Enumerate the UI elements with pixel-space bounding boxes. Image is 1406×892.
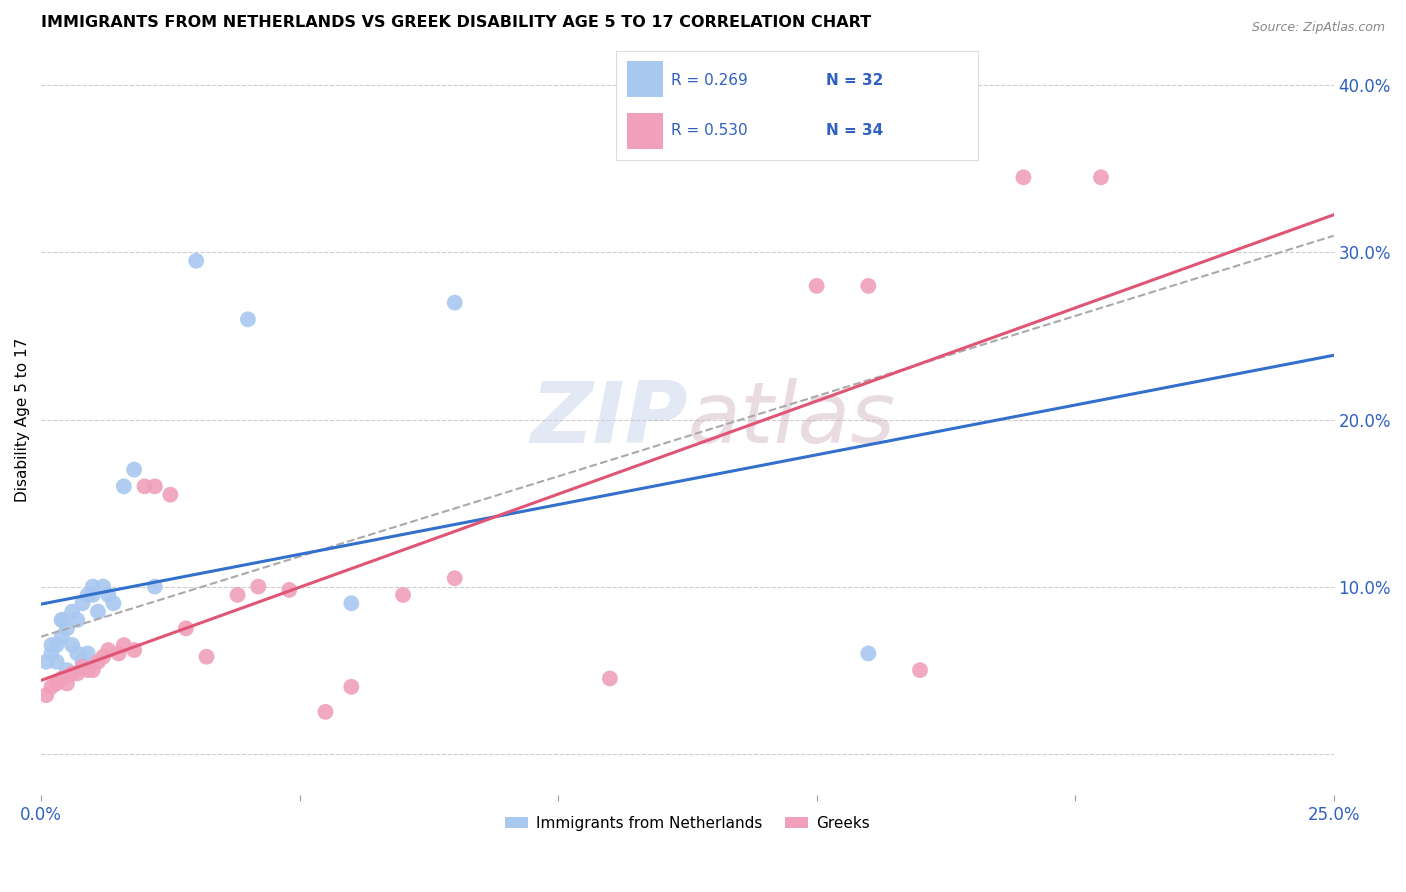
Point <box>806 279 828 293</box>
Text: ZIP: ZIP <box>530 378 688 461</box>
Point <box>45 655 67 669</box>
Point <box>41 647 63 661</box>
Point <box>103 596 125 610</box>
Point <box>122 463 145 477</box>
Point <box>41 638 63 652</box>
Point <box>72 596 94 610</box>
Point <box>340 680 363 694</box>
Point <box>247 580 270 594</box>
Point <box>97 643 120 657</box>
Point <box>1090 170 1112 185</box>
Point <box>56 663 79 677</box>
Point <box>72 659 94 673</box>
Point <box>314 705 336 719</box>
Text: IMMIGRANTS FROM NETHERLANDS VS GREEK DISABILITY AGE 5 TO 17 CORRELATION CHART: IMMIGRANTS FROM NETHERLANDS VS GREEK DIS… <box>41 15 872 30</box>
Point <box>340 596 363 610</box>
Point <box>56 621 79 635</box>
Point <box>41 680 63 694</box>
Point <box>174 621 197 635</box>
Point <box>82 663 104 677</box>
Point <box>72 655 94 669</box>
Point <box>91 649 114 664</box>
Point <box>599 672 621 686</box>
Point <box>186 253 208 268</box>
Point <box>392 588 415 602</box>
Point <box>443 295 465 310</box>
Point <box>51 613 73 627</box>
Point <box>82 588 104 602</box>
Point <box>60 638 83 652</box>
Text: atlas: atlas <box>688 378 896 461</box>
Point <box>76 663 98 677</box>
Point <box>82 580 104 594</box>
Text: Source: ZipAtlas.com: Source: ZipAtlas.com <box>1251 21 1385 34</box>
Point <box>51 613 73 627</box>
Point <box>858 647 880 661</box>
Point <box>122 643 145 657</box>
Legend: Immigrants from Netherlands, Greeks: Immigrants from Netherlands, Greeks <box>499 809 876 837</box>
Point <box>134 479 156 493</box>
Point <box>195 649 218 664</box>
Point <box>908 663 931 677</box>
Point <box>112 479 135 493</box>
Point <box>60 666 83 681</box>
Point <box>35 688 58 702</box>
Point <box>66 666 89 681</box>
Point <box>159 488 181 502</box>
Point <box>45 676 67 690</box>
Point <box>107 647 129 661</box>
Point <box>45 638 67 652</box>
Point <box>91 580 114 594</box>
Point <box>1012 170 1035 185</box>
Point <box>76 588 98 602</box>
Point <box>87 605 110 619</box>
Point <box>35 655 58 669</box>
Point <box>143 479 166 493</box>
Point <box>278 582 301 597</box>
Point <box>56 676 79 690</box>
Point <box>97 588 120 602</box>
Point <box>443 571 465 585</box>
Point <box>226 588 249 602</box>
Point <box>51 630 73 644</box>
Point <box>112 638 135 652</box>
Point <box>858 279 880 293</box>
Y-axis label: Disability Age 5 to 17: Disability Age 5 to 17 <box>15 337 30 501</box>
Point <box>236 312 259 326</box>
Point <box>60 605 83 619</box>
Point <box>66 613 89 627</box>
Point <box>66 647 89 661</box>
Point <box>87 655 110 669</box>
Point <box>143 580 166 594</box>
Point <box>76 647 98 661</box>
Point <box>51 672 73 686</box>
